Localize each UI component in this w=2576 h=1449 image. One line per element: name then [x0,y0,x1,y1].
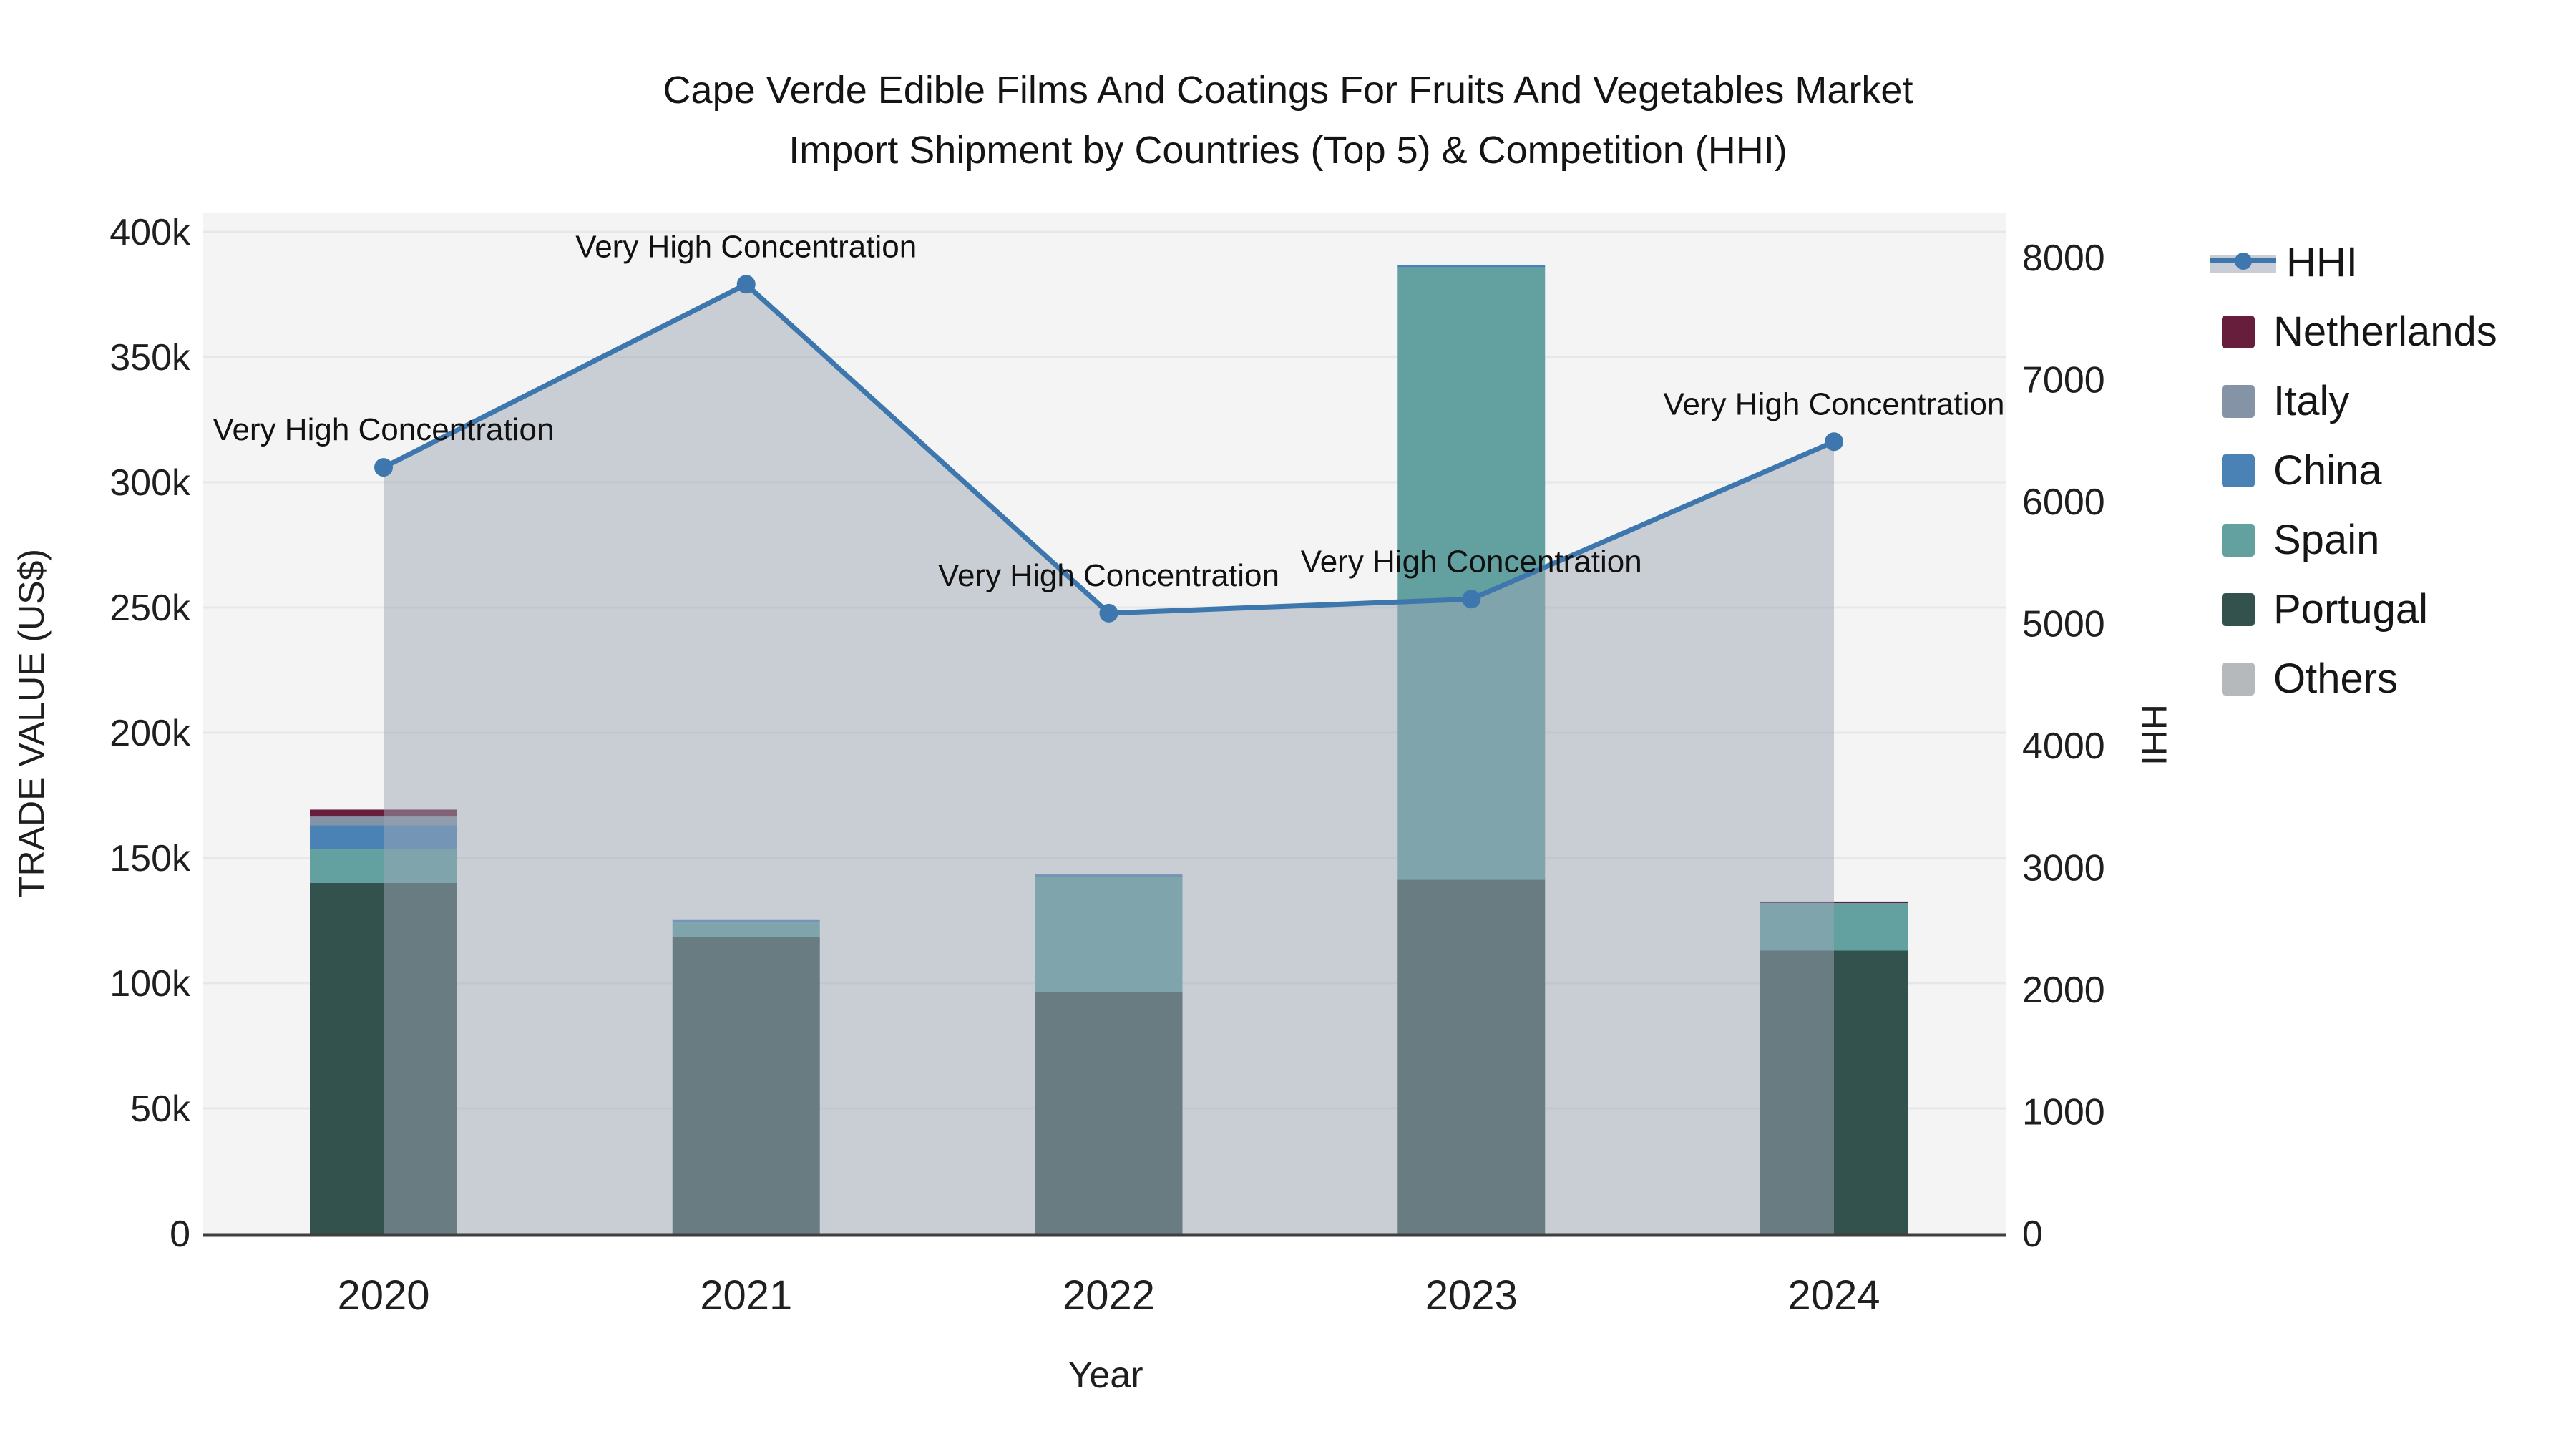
y2-axis-tick-label: 3000 [2022,847,2105,889]
chart-title: Cape Verde Edible Films And Coatings For… [0,60,2576,180]
hhi-marker-2024[interactable] [1825,432,1843,452]
legend-label: HHI [2286,239,2358,286]
portugal-color-swatch [2222,592,2255,626]
others-color-swatch [2222,662,2255,696]
y-axis-tick-label: 0 [170,1214,190,1255]
x-axis-tick-label-2022: 2022 [1063,1272,1155,1319]
legend-item-italy[interactable]: Italy [2222,366,2497,436]
legend-item-china[interactable]: China [2222,436,2497,505]
hhi-annotation-2023: Very High Concentration [1301,544,1642,579]
y-axis-tick-label: 150k [109,838,191,879]
y-axis-title: TRADE VALUE (US$) [11,548,52,899]
y2-axis-tick-label: 8000 [2022,238,2105,279]
hhi-annotation-2020: Very High Concentration [213,412,555,447]
legend-item-others[interactable]: Others [2222,644,2497,713]
chart-title-line1: Cape Verde Edible Films And Coatings For… [663,69,1913,112]
legend: HHI Netherlands Italy China Spain Portugal Oth… [2210,228,2497,713]
spain-color-swatch [2222,523,2255,557]
legend-label: Portugal [2273,586,2429,633]
y2-axis-tick-label: 7000 [2022,359,2105,401]
y-axis-tick-label: 200k [109,713,191,754]
hhi-line-legend-icon [2210,248,2276,277]
legend-item-spain[interactable]: Spain [2222,505,2497,575]
legend-label: Netherlands [2273,308,2497,355]
legend-item-hhi[interactable]: HHI [2210,228,2497,297]
bar-segment-china-2023[interactable] [1397,265,1546,268]
x-axis-tick-label-2021: 2021 [700,1272,792,1319]
legend-item-netherlands[interactable]: Netherlands [2222,297,2497,366]
italy-color-swatch [2222,384,2255,418]
hhi-area-fill [384,284,1834,1234]
hhi-annotation-2022: Very High Concentration [938,558,1279,593]
hhi-marker-2023[interactable] [1462,590,1481,609]
x-axis-tick-label-2023: 2023 [1425,1272,1518,1319]
hhi-marker-2020[interactable] [374,458,393,477]
legend-label: Spain [2273,517,2380,563]
y-axis-tick-label: 350k [109,337,191,379]
chart-title-line2: Import Shipment by Countries (Top 5) & C… [789,129,1787,172]
y2-axis-tick-label: 1000 [2022,1091,2105,1133]
legend-item-portugal[interactable]: Portugal [2222,575,2497,644]
china-color-swatch [2222,454,2255,487]
y2-axis-tick-label: 0 [2022,1214,2043,1255]
hhi-annotation-2021: Very High Concentration [575,229,917,264]
x-axis-title: Year [1068,1355,1143,1396]
hhi-marker-swatch [2235,252,2252,270]
y2-axis-tick-label: 4000 [2022,726,2105,767]
y2-axis-tick-label: 6000 [2022,482,2105,523]
y2-axis-tick-label: 5000 [2022,603,2105,645]
hhi-marker-2021[interactable] [736,275,756,294]
y-axis-tick-label: 50k [130,1088,191,1130]
netherlands-color-swatch [2222,315,2255,348]
y2-axis-tick-label: 2000 [2022,970,2105,1011]
y-axis-tick-label: 300k [109,462,191,504]
x-axis-tick-label-2024: 2024 [1787,1272,1880,1319]
hhi-annotation-2024: Very High Concentration [1664,386,2005,421]
legend-label: China [2273,447,2382,494]
y2-axis-title: HHI [2134,703,2174,766]
x-axis-tick-label-2020: 2020 [337,1272,429,1319]
legend-label: Italy [2273,378,2350,424]
y-axis-tick-label: 100k [109,963,191,1005]
y-axis-tick-label: 400k [109,212,191,253]
legend-label: Others [2273,655,2399,702]
hhi-marker-2022[interactable] [1099,603,1118,623]
y-axis-tick-label: 250k [109,587,191,629]
